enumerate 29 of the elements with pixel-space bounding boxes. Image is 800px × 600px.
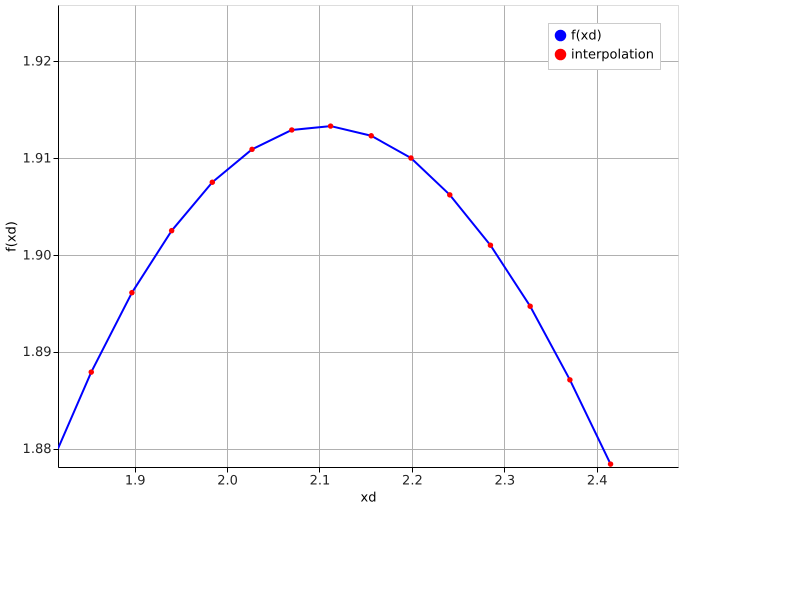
point: [368, 133, 374, 138]
x-tick-label: 2.2: [402, 474, 423, 488]
point: [129, 290, 135, 296]
point: [447, 192, 453, 198]
point: [567, 377, 573, 383]
point: [328, 123, 334, 129]
y-tick-label: 1.92: [22, 54, 52, 70]
point: [408, 155, 414, 161]
x-tick-label: 1.9: [124, 474, 146, 488]
legend-label: interpolation: [571, 48, 654, 62]
y-axis-title: f(xd): [4, 221, 20, 252]
point: [608, 461, 614, 467]
point: [210, 180, 216, 185]
x-tick-label: 2.0: [217, 474, 238, 488]
x-axis-title: xd: [360, 490, 376, 506]
y-tick-label: 1.91: [22, 152, 52, 167]
point: [527, 303, 533, 309]
point: [249, 146, 255, 152]
y-tick-label: 1.90: [22, 248, 52, 264]
x-tick-label: 2.4: [586, 474, 608, 488]
point: [289, 127, 295, 133]
point: [88, 369, 94, 375]
point: [168, 228, 174, 234]
legend-label: f(xd): [571, 28, 602, 44]
x-tick-label: 2.1: [310, 474, 330, 488]
point: [488, 242, 494, 248]
y-tick-label: 1.88: [22, 442, 52, 458]
x-tick-label: 2.3: [494, 474, 516, 488]
y-tick-label: 1.89: [22, 345, 52, 360]
